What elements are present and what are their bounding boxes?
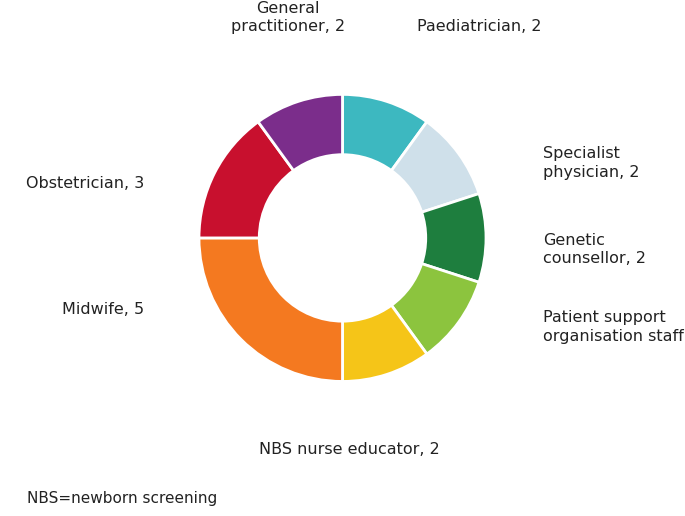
Wedge shape bbox=[258, 94, 342, 171]
Wedge shape bbox=[342, 305, 427, 381]
Text: Genetic
counsellor, 2: Genetic counsellor, 2 bbox=[543, 233, 647, 266]
Wedge shape bbox=[342, 94, 427, 171]
Text: Obstetrician, 3: Obstetrician, 3 bbox=[26, 176, 145, 191]
Text: Patient support
organisation staff, 2: Patient support organisation staff, 2 bbox=[543, 310, 685, 344]
Text: Specialist
physician, 2: Specialist physician, 2 bbox=[543, 147, 640, 180]
Text: General
practitioner, 2: General practitioner, 2 bbox=[231, 1, 345, 34]
Wedge shape bbox=[391, 264, 479, 354]
Wedge shape bbox=[391, 122, 479, 212]
Wedge shape bbox=[199, 122, 294, 238]
Wedge shape bbox=[199, 238, 342, 381]
Text: Midwife, 5: Midwife, 5 bbox=[62, 302, 145, 317]
Wedge shape bbox=[422, 194, 486, 282]
Text: Paediatrician, 2: Paediatrician, 2 bbox=[417, 19, 542, 34]
Text: NBS=newborn screening: NBS=newborn screening bbox=[27, 491, 218, 506]
Text: NBS nurse educator, 2: NBS nurse educator, 2 bbox=[260, 442, 440, 457]
